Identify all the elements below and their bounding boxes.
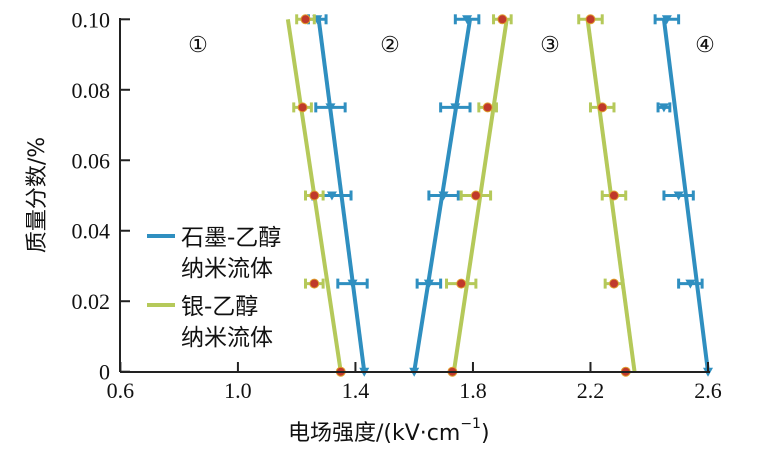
- data-point: [497, 14, 508, 25]
- legend-label-silver-2: 纳米流体: [181, 325, 273, 351]
- data-point: [423, 279, 434, 289]
- series-1: [306, 14, 370, 377]
- data-point: [297, 102, 308, 113]
- region-label-2: ②: [380, 32, 400, 57]
- region-label-4: ④: [695, 32, 715, 57]
- series-6: [653, 14, 713, 377]
- legend-label-graphene-1: 石墨-乙醇: [181, 225, 281, 251]
- data-point: [300, 14, 311, 25]
- data-point: [673, 191, 684, 201]
- y-tick-label: 0.06: [72, 148, 111, 173]
- x-tick-label: 2.2: [577, 378, 605, 403]
- axis-ticks: 0.6 1.0 1.4 1.8 2.2 2.6 0 0.02 0.04 0.06 0.08 0.10: [72, 7, 722, 403]
- data-point: [482, 102, 493, 113]
- data-point: [658, 103, 669, 113]
- region-label-3: ③: [540, 32, 560, 57]
- plot-marks: [285, 14, 713, 377]
- legend-label-silver-1: 银-乙醇: [181, 294, 258, 320]
- data-point: [438, 191, 449, 201]
- data-point: [347, 279, 358, 289]
- data-point: [456, 278, 467, 289]
- data-point: [685, 279, 696, 289]
- data-point: [325, 103, 336, 113]
- series-2: [285, 14, 346, 377]
- x-axis-label: 电场强度/(kV·cm−1): [288, 416, 490, 446]
- y-tick-label: 0.04: [72, 219, 111, 244]
- data-point: [462, 15, 473, 25]
- series-4: [445, 14, 513, 377]
- legend: 石墨-乙醇 纳米流体 银-乙醇 纳米流体: [147, 225, 281, 351]
- data-point: [597, 102, 608, 113]
- x-tick-label: 1.8: [459, 378, 487, 403]
- data-point: [585, 14, 596, 25]
- legend-label-graphene-2: 纳米流体: [181, 256, 273, 282]
- data-point: [309, 278, 320, 289]
- data-point: [326, 191, 337, 201]
- data-point: [450, 103, 461, 113]
- y-axis-label: 质量分数/%: [25, 137, 50, 253]
- y-tick-label: 0.02: [72, 289, 111, 314]
- series-5: [577, 14, 637, 377]
- region-label-1: ①: [188, 32, 208, 57]
- series-3: [409, 14, 481, 377]
- y-tick-label: 0.10: [72, 7, 111, 32]
- data-point: [608, 278, 619, 289]
- data-point: [470, 190, 481, 201]
- y-tick-label: 0.08: [72, 78, 111, 103]
- x-tick-label: 2.6: [694, 378, 722, 403]
- y-tick-label: 0: [99, 360, 110, 385]
- x-tick-label: 1.0: [224, 378, 252, 403]
- data-point: [309, 190, 320, 201]
- data-point: [661, 15, 672, 25]
- x-tick-label: 0.6: [107, 378, 135, 403]
- x-tick-label: 1.4: [342, 378, 370, 403]
- data-point: [608, 190, 619, 201]
